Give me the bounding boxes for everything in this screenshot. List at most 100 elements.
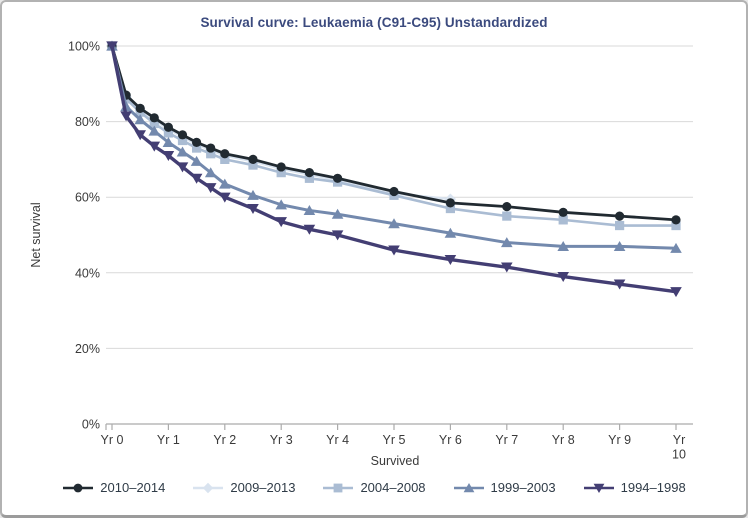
series-marker-2010–2014 — [502, 202, 512, 212]
y-tick-label: 80% — [75, 115, 100, 129]
series-marker-1994–1998 — [303, 224, 316, 235]
series-marker-2004–2008 — [615, 220, 625, 231]
legend-marker-icon — [453, 482, 484, 492]
series-marker-1994–1998 — [148, 141, 161, 152]
series-marker-1994–1998 — [331, 230, 344, 241]
series-marker-1994–1998 — [670, 287, 682, 298]
legend-label: 2010–2014 — [100, 480, 166, 495]
series-marker-1999–2003 — [670, 242, 682, 253]
series-marker-1999–2003 — [501, 237, 513, 248]
series-marker-2010–2014 — [389, 186, 399, 197]
series-marker-1994–1998 — [176, 162, 189, 173]
x-tick-label: Yr 7 — [495, 433, 518, 447]
series-marker-1994–1998 — [275, 217, 287, 228]
series-marker-1994–1998 — [501, 262, 513, 273]
series-marker-1994–1998 — [444, 254, 457, 265]
series-marker-1994–1998 — [134, 130, 146, 141]
series-marker-1994–1998 — [106, 41, 118, 52]
series-marker-1999–2003 — [190, 155, 203, 166]
series-marker-1994–1998 — [219, 192, 231, 203]
series-marker-2010–2014 — [135, 103, 145, 113]
legend-item-2010–2014: 2010–2014 — [62, 480, 165, 495]
series-marker-1994–1998 — [204, 183, 217, 194]
legend-marker-icon — [323, 483, 354, 492]
series-marker-2004–2008 — [671, 220, 681, 231]
survival-chart-plot: 0% 20% 40% 60% 80% 100% Yr 0 Yr 1 Yr 2 Yr 3 Yr 4 Yr… — [68, 40, 693, 462]
series-marker-1999–2003 — [275, 199, 287, 210]
x-tick-label: Yr 10 — [672, 433, 686, 462]
series-marker-1999–2003 — [303, 205, 316, 216]
series-marker-2010–2014 — [304, 168, 314, 178]
series-marker-1999–2003 — [219, 178, 231, 189]
x-tick-label: Yr 9 — [608, 433, 631, 447]
series-marker-1999–2003 — [444, 227, 457, 238]
x-tick-label: Yr 4 — [326, 433, 349, 447]
series-marker-1999–2003 — [148, 125, 161, 136]
series-marker-2004–2008 — [220, 154, 230, 164]
legend-marker-icon — [583, 483, 614, 493]
series-marker-2004–2008 — [445, 203, 455, 214]
y-tick-label: 60% — [75, 191, 100, 205]
series-marker-2010–2014 — [558, 207, 568, 217]
series-marker-1999–2003 — [331, 208, 344, 219]
series-marker-1999–2003 — [176, 146, 189, 157]
x-tick-label: Yr 6 — [439, 433, 462, 447]
series-marker-2010–2014 — [220, 149, 230, 159]
series-marker-2004–2008 — [163, 128, 173, 138]
y-axis-label: Net survival — [29, 202, 43, 268]
series-marker-1999–2003 — [557, 240, 569, 251]
series-marker-2010–2014 — [177, 130, 188, 140]
series-marker-1994–1998 — [613, 279, 626, 290]
series-marker-1999–2003 — [388, 218, 400, 229]
series-marker-1999–2003 — [247, 189, 259, 200]
legend-marker-icon — [63, 483, 94, 492]
series-marker-2010–2014 — [445, 198, 455, 208]
series-marker-2004–2008 — [206, 149, 216, 159]
legend-label: 2009–2013 — [230, 480, 296, 495]
series-marker-1994–1998 — [190, 173, 203, 184]
legend-item-1999–2003: 1999–2003 — [453, 480, 556, 495]
series-marker-2010–2014 — [248, 154, 258, 164]
series-marker-2004–2008 — [192, 143, 202, 153]
series-marker-2004–2008 — [502, 211, 512, 221]
x-tick-label: Yr 0 — [101, 433, 124, 447]
y-tick-label: 40% — [75, 266, 100, 280]
x-axis-label: Survived — [370, 454, 420, 468]
legend-item-1994–1998: 1994–1998 — [583, 480, 686, 495]
series-marker-2010–2014 — [192, 137, 202, 147]
legend-label: 1994–1998 — [620, 480, 686, 495]
series-marker-1999–2003 — [162, 136, 175, 147]
y-tick-label: 100% — [68, 40, 100, 54]
series-marker-1994–1998 — [247, 203, 259, 214]
chart-legend: 2010–2014 2009–2013 2004–2008 1999–2003 1994… — [2, 480, 746, 495]
series-marker-2010–2014 — [163, 122, 173, 132]
series-marker-2004–2008 — [304, 173, 314, 183]
x-tick-label: Yr 1 — [157, 433, 180, 447]
y-tick-label: 20% — [75, 342, 100, 356]
series-marker-2010–2014 — [276, 162, 286, 172]
series-marker-1999–2003 — [613, 240, 626, 251]
legend-label: 2004–2008 — [360, 480, 426, 495]
series-marker-2010–2014 — [671, 215, 681, 225]
legend-marker-icon — [193, 482, 224, 493]
x-tick-label: Yr 2 — [213, 433, 236, 447]
series-marker-1994–1998 — [120, 111, 132, 122]
series-marker-1999–2003 — [204, 167, 217, 178]
series-marker-2004–2008 — [248, 160, 258, 170]
series-marker-2010–2014 — [615, 211, 625, 221]
y-tick-label: 0% — [82, 418, 100, 432]
series-marker-1999–2003 — [134, 114, 146, 125]
series-marker-2010–2014 — [333, 173, 343, 183]
legend-item-2009–2013: 2009–2013 — [192, 480, 295, 495]
series-marker-2004–2008 — [177, 135, 188, 146]
chart-title: Survival curve: Leukaemia (C91-C95) Unst… — [200, 15, 548, 30]
series-marker-2004–2008 — [276, 168, 286, 178]
x-tick-label: Yr 8 — [552, 433, 575, 447]
series-marker-1994–1998 — [162, 151, 175, 162]
series-marker-2010–2014 — [206, 143, 216, 153]
series-marker-2004–2008 — [149, 118, 159, 129]
series-marker-2004–2008 — [558, 215, 568, 225]
legend-item-2004–2008: 2004–2008 — [322, 480, 426, 495]
series-marker-2010–2014 — [149, 113, 159, 123]
